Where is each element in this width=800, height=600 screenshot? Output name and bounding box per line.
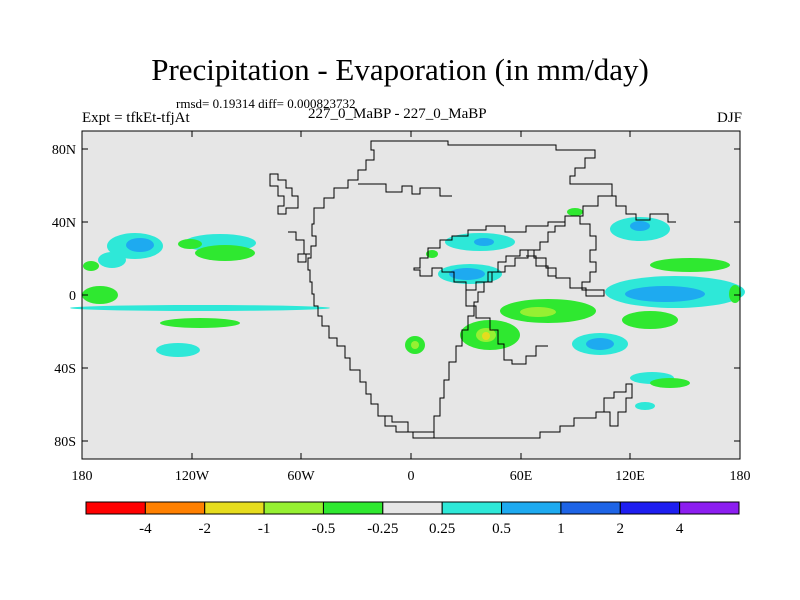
colorbar-label: -0.5 bbox=[312, 521, 336, 537]
latitude-labels: 80N 40N 0 40S 80S bbox=[52, 143, 76, 450]
colorbar-label: -1 bbox=[258, 521, 271, 537]
lat-label-0: 0 bbox=[69, 289, 76, 304]
field-negative-low bbox=[82, 208, 741, 388]
colorbar-label: 1 bbox=[557, 521, 565, 537]
latitude-axis bbox=[82, 148, 740, 442]
colorbar-label: -0.25 bbox=[367, 521, 398, 537]
period-label: 227_0_MaBP - 227_0_MaBP bbox=[308, 106, 487, 122]
lat-label-40s: 40S bbox=[54, 362, 76, 377]
stats-label: rmsd= 0.19314 diff= 0.000823732 bbox=[176, 96, 356, 111]
lat-label-40n: 40N bbox=[52, 216, 76, 231]
lon-label-120w: 120W bbox=[175, 469, 210, 484]
colorbar-label: 2 bbox=[617, 521, 625, 537]
field-positive-mid bbox=[126, 221, 705, 350]
lon-label-60e: 60E bbox=[510, 469, 533, 484]
lon-label-120e: 120E bbox=[615, 469, 645, 484]
colorbar-swatch bbox=[382, 501, 443, 515]
colorbar-swatch bbox=[619, 501, 681, 515]
lon-label-0: 0 bbox=[408, 469, 415, 484]
colorbar-label: 0.5 bbox=[492, 521, 511, 537]
colorbar-swatch bbox=[441, 501, 503, 515]
experiment-label: Expt = tfkEt-tfjAt bbox=[82, 110, 190, 126]
lon-label-180w: 180 bbox=[72, 469, 93, 484]
colorbar-label: -4 bbox=[139, 521, 152, 537]
colorbar-swatch bbox=[322, 501, 384, 515]
colorbar-swatch bbox=[501, 501, 562, 515]
lat-label-80n: 80N bbox=[52, 143, 76, 158]
colorbar-swatch bbox=[85, 501, 146, 515]
longitude-labels: 180 120W 60W 0 60E 120E 180 bbox=[72, 469, 751, 484]
colorbar-label: 4 bbox=[676, 521, 684, 537]
colorbar: -4 -2 -1 -0.5 -0.25 0.25 0.5 1 2 4 bbox=[85, 501, 740, 537]
figure-title: Precipitation - Evaporation (in mm/day) bbox=[151, 52, 649, 87]
colorbar-label: -2 bbox=[198, 521, 211, 537]
lat-label-80s: 80S bbox=[54, 435, 76, 450]
colorbar-swatch bbox=[144, 501, 206, 515]
colorbar-swatch bbox=[679, 501, 740, 515]
season-label: DJF bbox=[716, 110, 742, 126]
longitude-axis bbox=[81, 131, 741, 459]
coastlines bbox=[269, 140, 676, 439]
field-negative-high bbox=[482, 332, 490, 340]
colorbar-label: 0.25 bbox=[429, 521, 455, 537]
colorbar-swatch bbox=[204, 501, 265, 515]
colorbar-swatch bbox=[560, 501, 621, 515]
colorbar-swatch bbox=[263, 501, 324, 515]
map-panel bbox=[70, 130, 745, 460]
lon-label-180e: 180 bbox=[730, 469, 751, 484]
lon-label-60w: 60W bbox=[287, 469, 315, 484]
